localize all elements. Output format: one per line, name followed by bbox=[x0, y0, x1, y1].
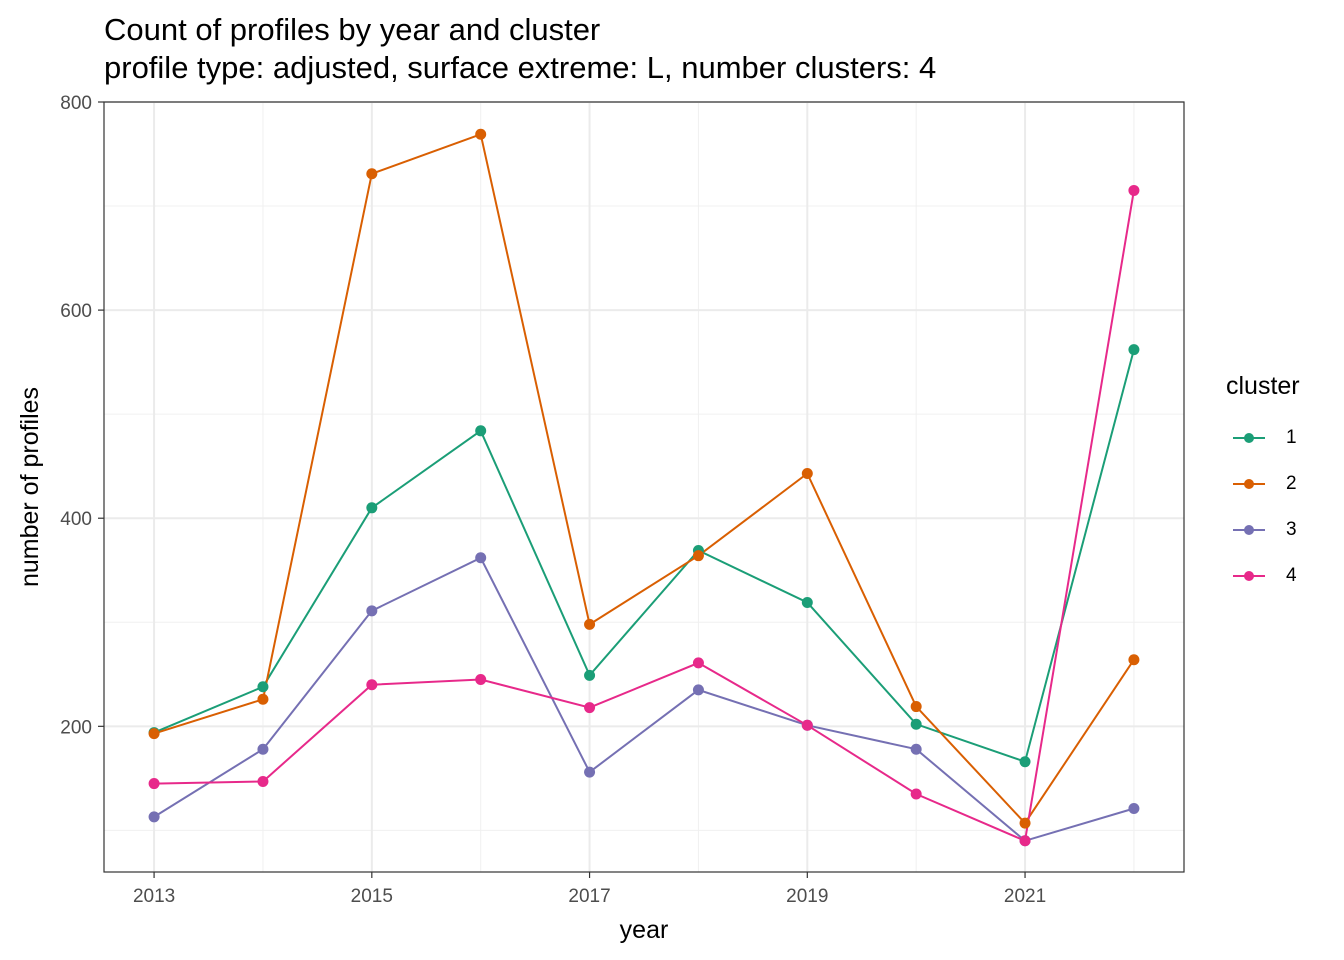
series-line-cluster-1 bbox=[153, 349, 1135, 763]
legend-item-cluster-3: 3 bbox=[1226, 507, 1300, 553]
data-point-cluster-4 bbox=[910, 788, 922, 800]
legend-key-icon bbox=[1226, 553, 1272, 599]
legend-label: 2 bbox=[1286, 473, 1297, 494]
data-point-cluster-3 bbox=[366, 605, 378, 617]
data-point-cluster-2 bbox=[1128, 654, 1140, 666]
data-point-cluster-4 bbox=[366, 679, 378, 691]
legend-key-icon bbox=[1226, 507, 1272, 553]
x-tick-label: 2015 bbox=[351, 886, 393, 907]
data-point-cluster-3 bbox=[584, 766, 596, 778]
data-point-cluster-4 bbox=[475, 674, 487, 685]
data-point-cluster-3 bbox=[148, 811, 160, 823]
data-point-cluster-1 bbox=[1019, 756, 1031, 768]
data-point-cluster-2 bbox=[366, 168, 378, 180]
tick-labels: 2013 2015 2017 2019 2021 200 400 600 800 bbox=[60, 93, 1046, 907]
data-point-cluster-1 bbox=[1128, 344, 1140, 356]
x-tick-label: 2013 bbox=[133, 886, 175, 907]
series-line-cluster-2 bbox=[153, 132, 1135, 825]
data-point-cluster-2 bbox=[475, 128, 487, 140]
data-point-cluster-2 bbox=[801, 467, 813, 479]
data-point-cluster-4 bbox=[148, 778, 160, 790]
data-point-cluster-4 bbox=[584, 702, 596, 714]
x-tick-label: 2019 bbox=[786, 886, 828, 907]
series-line-cluster-4 bbox=[154, 190, 1135, 843]
data-point-cluster-2 bbox=[257, 693, 269, 705]
data-point-cluster-1 bbox=[366, 502, 378, 514]
y-tick-label: 600 bbox=[60, 301, 92, 322]
y-tick-label: 400 bbox=[60, 509, 92, 530]
x-tick-label: 2017 bbox=[568, 886, 610, 907]
data-point-cluster-4 bbox=[692, 657, 704, 669]
data-point-cluster-3 bbox=[692, 684, 704, 696]
y-axis-title: number of profiles bbox=[16, 387, 44, 587]
legend-items: 1 2 3 4 bbox=[1226, 415, 1300, 599]
data-point-cluster-3 bbox=[475, 552, 487, 564]
data-point-cluster-2 bbox=[1019, 817, 1031, 829]
legend-item-cluster-2: 2 bbox=[1226, 461, 1300, 507]
data-point-cluster-2 bbox=[148, 728, 160, 740]
x-axis-title: year bbox=[620, 916, 669, 944]
legend-label: 3 bbox=[1286, 519, 1297, 540]
data-point-cluster-1 bbox=[910, 718, 922, 730]
y-tick-label: 200 bbox=[60, 717, 92, 738]
legend-label: 1 bbox=[1286, 427, 1297, 448]
x-tick-label: 2021 bbox=[1004, 886, 1046, 907]
panel-border bbox=[103, 101, 1185, 873]
data-point-cluster-4 bbox=[801, 719, 813, 731]
axis-ticks bbox=[98, 101, 1026, 878]
data-point-cluster-3 bbox=[257, 743, 269, 755]
legend-label: 4 bbox=[1286, 565, 1297, 586]
data-point-cluster-2 bbox=[692, 550, 704, 562]
data-point-cluster-3 bbox=[1128, 803, 1140, 815]
series-lines bbox=[153, 132, 1135, 843]
data-point-cluster-1 bbox=[584, 669, 596, 681]
data-point-cluster-3 bbox=[910, 743, 922, 755]
chart-subtitle: profile type: adjusted, surface extreme:… bbox=[104, 50, 937, 85]
minor-gridlines bbox=[104, 102, 1184, 872]
legend-item-cluster-4: 4 bbox=[1226, 553, 1300, 599]
data-point-cluster-2 bbox=[584, 618, 596, 630]
chart-title: Count of profiles by year and cluster bbox=[104, 12, 601, 47]
data-point-cluster-1 bbox=[257, 681, 269, 693]
data-point-cluster-4 bbox=[257, 775, 269, 787]
data-point-cluster-4 bbox=[1019, 835, 1031, 847]
series-points bbox=[148, 128, 1140, 847]
legend-item-cluster-1: 1 bbox=[1226, 415, 1300, 461]
legend-key-icon bbox=[1226, 415, 1272, 461]
data-point-cluster-1 bbox=[801, 597, 813, 608]
y-tick-label: 800 bbox=[60, 93, 92, 114]
major-gridlines bbox=[104, 101, 1184, 872]
data-point-cluster-4 bbox=[1128, 184, 1140, 196]
data-point-cluster-2 bbox=[910, 701, 922, 713]
data-point-cluster-1 bbox=[475, 425, 487, 437]
legend: cluster 1 2 3 4 bbox=[1226, 372, 1300, 599]
legend-key-icon bbox=[1226, 461, 1272, 507]
series-line-cluster-3 bbox=[153, 556, 1135, 842]
legend-title: cluster bbox=[1226, 372, 1300, 400]
